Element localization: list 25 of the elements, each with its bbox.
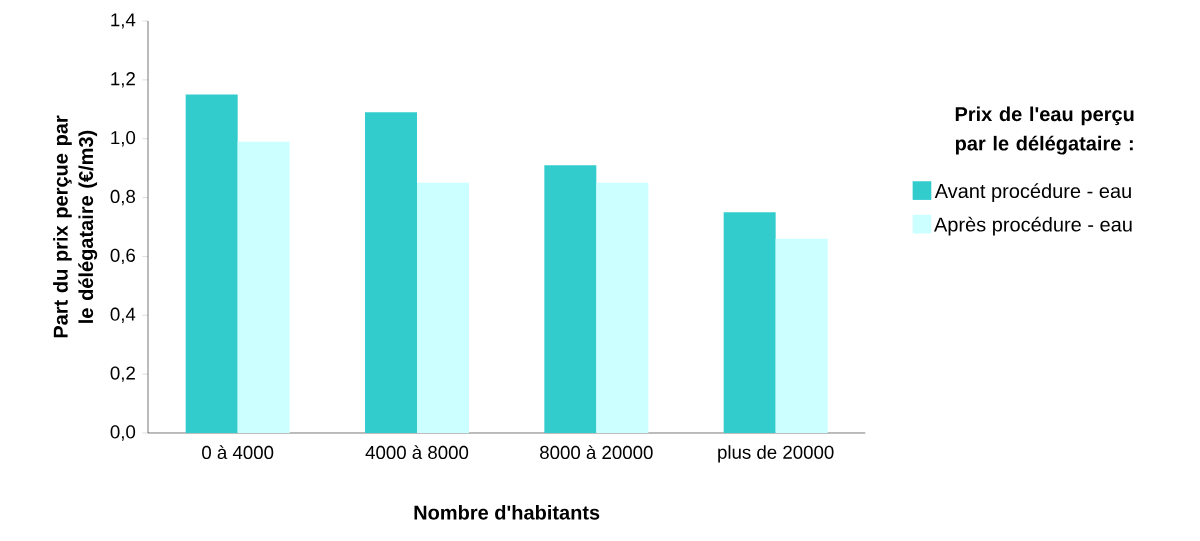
legend-label: Avant procédure - eau xyxy=(934,183,1131,203)
bar xyxy=(775,238,828,433)
bar xyxy=(365,112,417,433)
y-tick-label: 0,8 xyxy=(110,189,136,206)
bar xyxy=(596,182,649,433)
x-tick-label: 8000 à 20000 xyxy=(540,445,653,460)
y-tick-label: 1,2 xyxy=(111,72,135,88)
x-tick-label: 4000 à 8000 xyxy=(365,445,469,460)
y-tick-label: 0,6 xyxy=(110,248,135,265)
y-tick-label: 0,0 xyxy=(110,425,136,441)
x-axis-title: Nombre d'habitants xyxy=(414,504,600,520)
legend-title: Prix de l'eau perçu par le délégataire : xyxy=(955,106,1134,155)
bar xyxy=(723,212,776,433)
bar xyxy=(237,141,290,433)
x-tick-label: plus de 20000 xyxy=(718,445,834,463)
bar xyxy=(544,165,597,433)
bar xyxy=(417,182,469,433)
y-tick-label: 1,4 xyxy=(111,13,136,29)
y-tick-label: 0,4 xyxy=(110,307,136,323)
legend-label: Après procédure - eau xyxy=(934,216,1132,236)
y-tick-label: 1,0 xyxy=(111,130,136,147)
y-tick-label: 0,2 xyxy=(110,366,135,382)
x-tick-label: 0 à 4000 xyxy=(202,445,274,460)
y-axis-title: Part du prix perçue par le délégataire (€/m3) xyxy=(53,115,98,338)
bar xyxy=(185,94,238,433)
